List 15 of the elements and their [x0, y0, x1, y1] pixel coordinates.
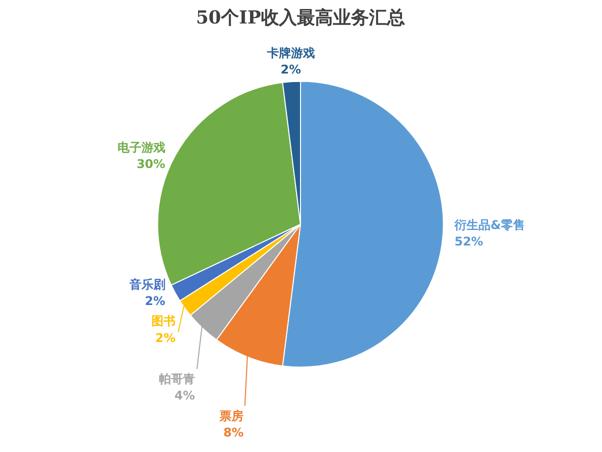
data-label: 30% [136, 157, 166, 172]
data-label: 8% [223, 426, 244, 440]
data-label: 52% [454, 234, 484, 248]
slice-label: 帕哥青 [158, 372, 195, 386]
data-label: 2% [144, 294, 166, 308]
slice-label: 图书 [152, 314, 176, 328]
chart-title: 50个IP收入最高业务汇总 [196, 8, 406, 28]
slice-label: 音乐剧 [128, 277, 166, 292]
data-label: 2% [280, 62, 301, 77]
slice-label: 卡牌游戏 [266, 46, 315, 60]
data-label: 4% [174, 388, 195, 403]
data-label: 2% [155, 330, 176, 345]
slice-label: 票房 [218, 408, 244, 423]
slice-label: 衍生品&零售 [453, 218, 525, 232]
slice-label: 电子游戏 [117, 140, 166, 154]
